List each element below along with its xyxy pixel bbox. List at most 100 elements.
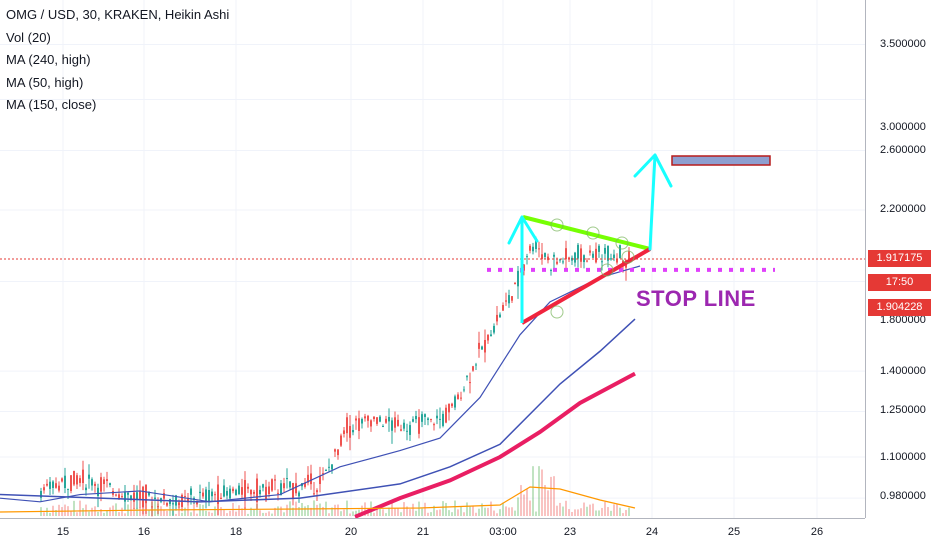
- candle-body: [136, 492, 138, 500]
- candle-body: [385, 418, 387, 423]
- candle-body: [466, 376, 468, 378]
- candle-body: [619, 245, 621, 259]
- y-tick: 1.250000: [880, 404, 926, 416]
- candle-body: [487, 334, 489, 341]
- candle-body: [490, 334, 492, 337]
- candle-body: [286, 478, 288, 480]
- legend-indicator-vol[interactable]: Vol (20): [6, 29, 51, 45]
- candle-body: [304, 482, 306, 487]
- volume-bar: [538, 466, 540, 516]
- volume-bar: [511, 507, 513, 516]
- candle-body: [118, 494, 120, 499]
- candle-body: [541, 254, 543, 260]
- volume-bar: [439, 509, 441, 516]
- candle-body: [115, 494, 117, 496]
- volume-bar: [73, 500, 75, 516]
- chart-area[interactable]: OMG / USD, 30, KRAKEN, Heikin Ashi Vol (…: [0, 0, 865, 518]
- volume-bar: [307, 505, 309, 516]
- volume-bar: [517, 497, 519, 516]
- candle-body: [577, 244, 579, 259]
- candle-body: [280, 483, 282, 496]
- volume-bar: [523, 494, 525, 516]
- volume-bar: [280, 506, 282, 516]
- volume-bar: [547, 490, 549, 516]
- volume-bar: [271, 513, 273, 516]
- touch-marker: [550, 218, 564, 232]
- volume-bar: [349, 513, 351, 516]
- candle-body: [529, 245, 531, 251]
- candle-body: [265, 486, 267, 501]
- volume-bar: [352, 511, 354, 516]
- volume-bar: [412, 503, 414, 516]
- x-tick: 26: [810, 526, 824, 538]
- volume-bar: [313, 500, 315, 516]
- volume-bar: [343, 509, 345, 516]
- candle-body: [415, 415, 417, 420]
- volume-bar: [499, 509, 501, 516]
- volume-bar: [229, 510, 231, 516]
- candle-body: [247, 486, 249, 489]
- candle-body: [379, 416, 381, 422]
- candle-body: [424, 414, 426, 417]
- volume-bar: [445, 502, 447, 516]
- volume-bar: [415, 510, 417, 516]
- legend-title[interactable]: OMG / USD, 30, KRAKEN, Heikin Ashi: [6, 7, 230, 22]
- volume-bar: [553, 476, 555, 516]
- candle-body: [349, 426, 351, 438]
- candle-body: [142, 486, 144, 508]
- candle-body: [574, 252, 576, 263]
- touch-marker: [550, 305, 564, 319]
- volume-bar: [409, 509, 411, 516]
- volume-bar: [205, 510, 207, 516]
- stop-line-label: STOP LINE: [636, 286, 756, 311]
- candle-body: [208, 490, 210, 503]
- volume-bar: [469, 506, 471, 516]
- candle-body: [406, 430, 408, 432]
- candle-body: [154, 497, 156, 500]
- price-tag: 1.904228: [868, 299, 931, 316]
- volume-bar: [610, 510, 612, 516]
- price-axis[interactable]: 3.500000 3.000000 2.600000 2.200000 1.80…: [865, 0, 932, 518]
- legend-indicator-ma50[interactable]: MA (50, high): [6, 74, 84, 90]
- candle-body: [61, 478, 63, 482]
- volume-bar: [196, 513, 198, 516]
- candle-body: [55, 483, 57, 488]
- candle-body: [229, 488, 231, 499]
- candle-body: [298, 492, 300, 497]
- volume-bar: [79, 500, 81, 516]
- volume-bar: [124, 513, 126, 516]
- volume-bar: [580, 508, 582, 516]
- candle-body: [133, 492, 135, 502]
- y-tick: 0.980000: [880, 490, 926, 502]
- legend-indicator-ma150[interactable]: MA (150, close): [6, 97, 97, 112]
- time-axis[interactable]: 15 16 18 20 21 03:00 23 24 25 26: [0, 518, 865, 551]
- candle-body: [271, 479, 273, 491]
- legend-indicator-ma240[interactable]: MA (240, high): [6, 52, 91, 67]
- candle-body: [514, 282, 516, 285]
- candle-body: [469, 382, 471, 384]
- volume-bar: [319, 503, 321, 516]
- price-plot[interactable]: [0, 0, 865, 518]
- candle-body: [526, 256, 528, 258]
- candle-body: [472, 366, 474, 371]
- volume-bar: [514, 510, 516, 516]
- volume-bar: [502, 502, 504, 516]
- candle-body: [148, 491, 150, 496]
- volume-bar: [520, 485, 522, 516]
- target-box: [671, 155, 771, 166]
- candle-body: [538, 248, 540, 250]
- candle-body: [565, 248, 567, 260]
- candle-body: [70, 475, 72, 491]
- candle-body: [163, 493, 165, 499]
- volume-bar: [259, 510, 261, 516]
- candle-body: [409, 425, 411, 435]
- candle-body: [454, 396, 456, 408]
- volume-bar: [526, 489, 528, 516]
- candle-body: [40, 491, 42, 498]
- volume-bar: [190, 512, 192, 516]
- volume-bar: [76, 512, 78, 516]
- touch-marker: [600, 263, 614, 277]
- volume-bar: [448, 510, 450, 516]
- volume-bar: [265, 512, 267, 516]
- volume-bar: [622, 513, 624, 516]
